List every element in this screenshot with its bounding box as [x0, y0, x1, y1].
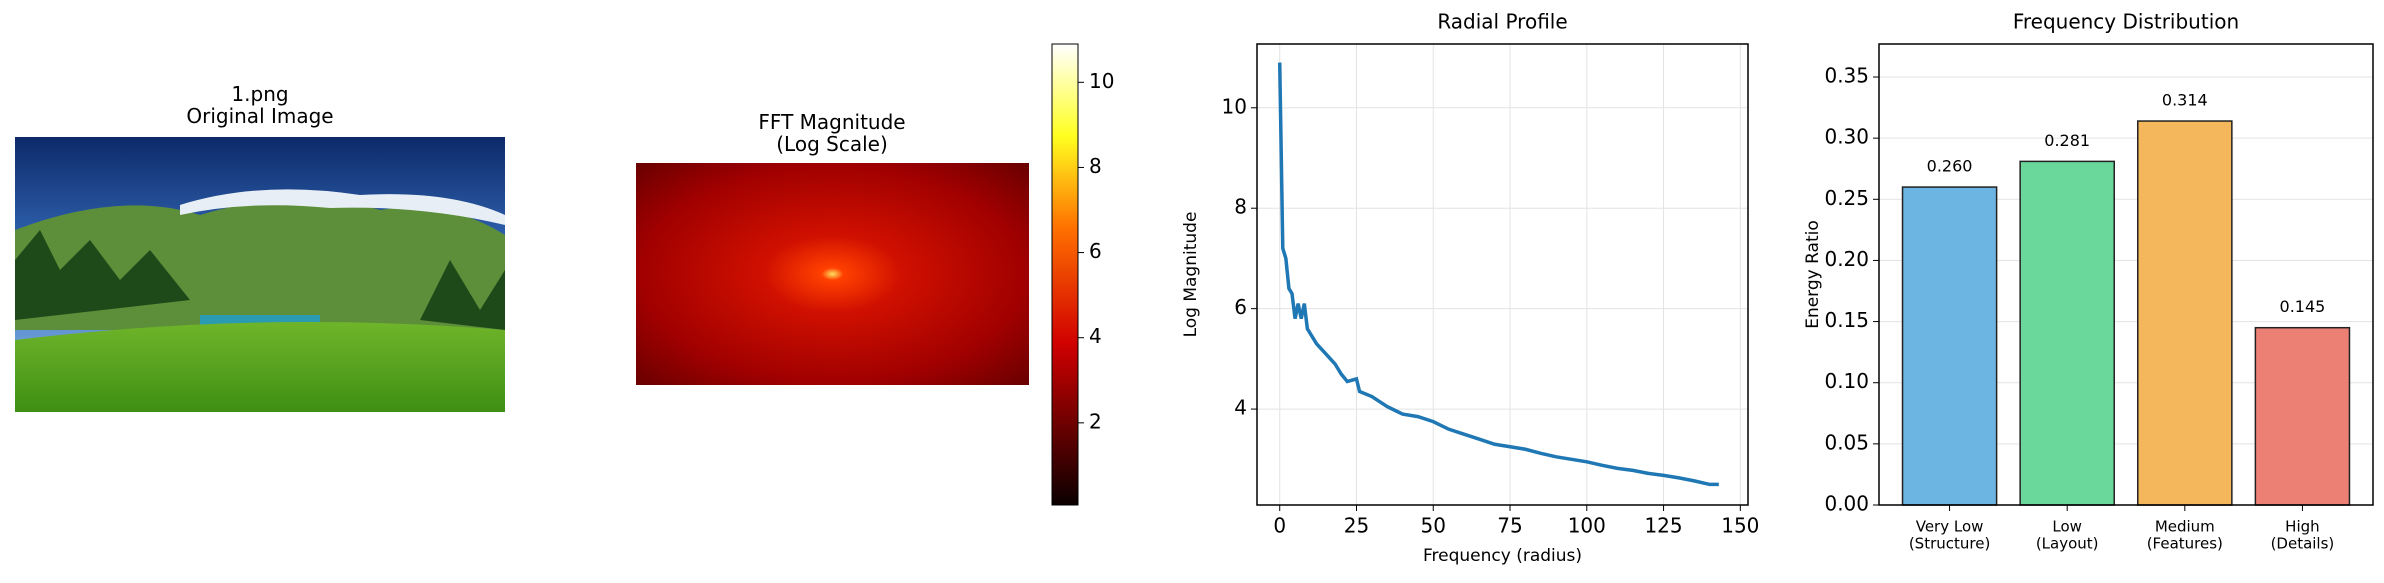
x-tick-label: Low (Layout) [2036, 517, 2099, 552]
x-tick-label: 50 [1421, 514, 1446, 538]
bar [1901, 186, 1998, 506]
value-label: 0.314 [2162, 91, 2208, 110]
x-tick-label: Medium (Features) [2147, 517, 2223, 552]
y-tick-label: 0.30 [1824, 125, 1869, 149]
value-label: 0.145 [2280, 297, 2326, 316]
colorbar-tick-label: 2 [1089, 409, 1102, 433]
x-tick-label: 25 [1344, 514, 1369, 538]
y-tick-label: 0.10 [1824, 369, 1869, 393]
photo [15, 137, 505, 412]
chart-title: 1.png Original Image [186, 82, 333, 128]
value-label: 0.260 [1927, 157, 1973, 176]
y-tick-label: 4 [1234, 396, 1247, 420]
x-tick-label: 125 [1644, 514, 1682, 538]
x-tick-label: 100 [1568, 514, 1606, 538]
bar [2019, 160, 2115, 506]
y-tick-label: 8 [1234, 195, 1247, 219]
x-tick-label: 75 [1497, 514, 1522, 538]
value-label: 0.281 [2044, 131, 2090, 150]
y-axis-label: Energy Ratio [1803, 220, 1823, 329]
colorbar-tick-label: 10 [1089, 69, 1114, 93]
bar [2137, 120, 2233, 506]
y-tick-label: 6 [1234, 295, 1247, 319]
colorbar-tick-label: 6 [1089, 239, 1102, 263]
line [1277, 62, 1719, 487]
y-tick-label: 10 [1222, 94, 1247, 118]
y-tick-label: 0.25 [1824, 186, 1869, 210]
chart-title: Radial Profile [1437, 10, 1567, 34]
chart-title: FFT Magnitude (Log Scale) [758, 110, 905, 156]
colorbar-tick-label: 4 [1089, 324, 1102, 348]
y-tick-label: 0.00 [1824, 492, 1869, 516]
y-axis-label: Log Magnitude [1181, 212, 1201, 338]
fft-image [636, 163, 1029, 385]
y-tick-label: 0.20 [1824, 247, 1869, 271]
colorbar [1051, 43, 1079, 506]
y-tick-label: 0.35 [1824, 64, 1869, 88]
x-tick-label: High (Details) [2271, 517, 2335, 552]
colorbar-tick-label: 8 [1089, 154, 1102, 178]
axes-frame [1256, 43, 1749, 506]
x-tick-label: 0 [1273, 514, 1286, 538]
y-tick-label: 0.05 [1824, 430, 1869, 454]
y-tick-label: 0.15 [1824, 308, 1869, 332]
x-tick-label: 150 [1721, 514, 1759, 538]
x-tick-label: Very Low (Structure) [1909, 517, 1990, 552]
chart-title: Frequency Distribution [2013, 10, 2239, 34]
axes-frame [1878, 43, 2374, 506]
bar [2254, 326, 2351, 506]
x-axis-label: Frequency (radius) [1423, 546, 1582, 566]
